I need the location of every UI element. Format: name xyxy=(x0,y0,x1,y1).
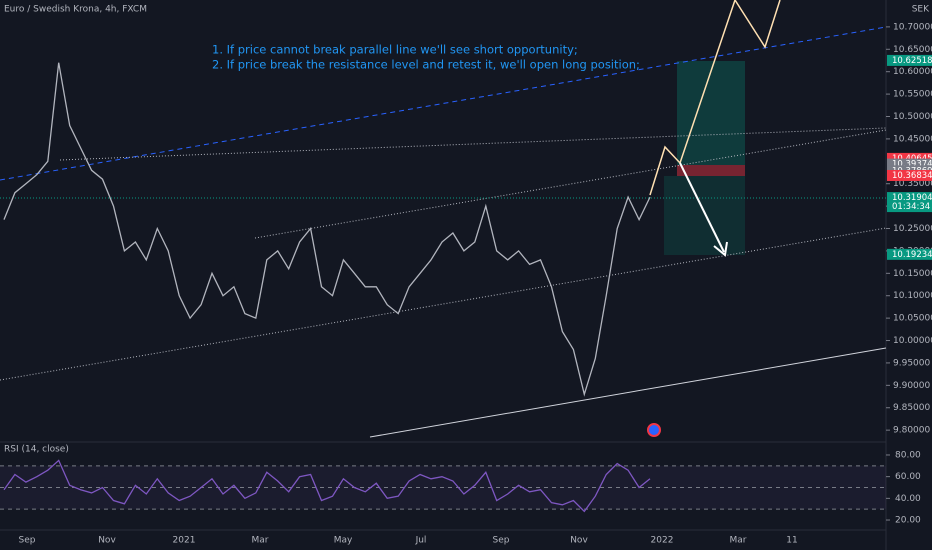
y-tick-label: 80.00 xyxy=(895,450,921,460)
stop-zone xyxy=(677,165,745,176)
rsi-label: RSI (14, close) xyxy=(4,445,69,455)
x-tick-label: 2022 xyxy=(651,536,674,546)
price-tag xyxy=(887,248,932,260)
price-tag xyxy=(887,152,932,164)
event-icon[interactable] xyxy=(647,423,661,437)
y-tick-label: 10.35000 xyxy=(893,179,932,189)
dashed-trendline xyxy=(0,26,887,181)
price-tag-label: 10.36834 xyxy=(892,171,932,181)
x-tick-label: Nov xyxy=(98,536,116,546)
price-tag-label: 10.39374 xyxy=(892,160,932,170)
x-tick-label: Mar xyxy=(252,536,269,546)
price-tag-label: 10.31904 xyxy=(892,193,932,203)
y-tick-label: 60.00 xyxy=(895,472,921,482)
y-tick-label: 9.95000 xyxy=(893,358,930,368)
annotation: 2. If price break the resistance level a… xyxy=(212,58,640,72)
support-line xyxy=(369,347,887,438)
y-tick-label: 40.00 xyxy=(895,494,921,504)
long-target-zone xyxy=(677,61,745,165)
y-tick-label: 9.90000 xyxy=(893,381,930,391)
y-tick-label: 20.00 xyxy=(895,516,921,526)
arrow-head xyxy=(713,241,728,257)
price-tag-label: 10.62518 xyxy=(892,56,932,66)
annotation: 1. If price cannot break parallel line w… xyxy=(212,43,578,57)
y-tick-label: 9.85000 xyxy=(893,403,930,413)
price-tag xyxy=(887,54,932,66)
x-tick-label: Sep xyxy=(493,536,510,546)
y-tick-label: 9.80000 xyxy=(893,426,930,436)
y-tick-label: 10.50000 xyxy=(893,112,932,122)
y-tick-label: 10.10000 xyxy=(893,291,932,301)
y-tick-label: 10.55000 xyxy=(893,90,932,100)
x-tick-label: Nov xyxy=(570,536,588,546)
chart-title: Euro / Swedish Krona, 4h, FXCM xyxy=(4,5,147,15)
x-tick-label: Mar xyxy=(730,536,747,546)
projection-path xyxy=(649,0,781,196)
x-tick-label: Sep xyxy=(19,536,36,546)
x-tick-label: 11 xyxy=(786,536,797,546)
y-tick-label: 10.25000 xyxy=(893,224,932,234)
y-tick-label: 10.65000 xyxy=(893,45,932,55)
short-target-zone xyxy=(664,176,745,255)
price-tag xyxy=(887,192,932,213)
price-tag-label: 10.19234 xyxy=(892,250,932,260)
price-line xyxy=(3,62,651,397)
short-arrow xyxy=(679,162,725,253)
x-tick-label: May xyxy=(334,536,353,546)
currency: SEK xyxy=(912,5,930,15)
x-tick-label: 2021 xyxy=(173,536,196,546)
y-tick-label: 10.70000 xyxy=(893,22,932,32)
y-tick-label: 10.00000 xyxy=(893,336,932,346)
y-tick-label: 10.45000 xyxy=(893,134,932,144)
countdown: 01:34:34 xyxy=(892,202,930,212)
rsi-line xyxy=(3,459,651,513)
y-tick-label: 10.60000 xyxy=(893,67,932,77)
price-tag xyxy=(887,158,932,170)
price-tag xyxy=(887,169,932,181)
y-tick-label: 10.05000 xyxy=(893,314,932,324)
y-tick-label: 10.15000 xyxy=(893,269,932,279)
x-tick-label: Jul xyxy=(415,536,427,546)
